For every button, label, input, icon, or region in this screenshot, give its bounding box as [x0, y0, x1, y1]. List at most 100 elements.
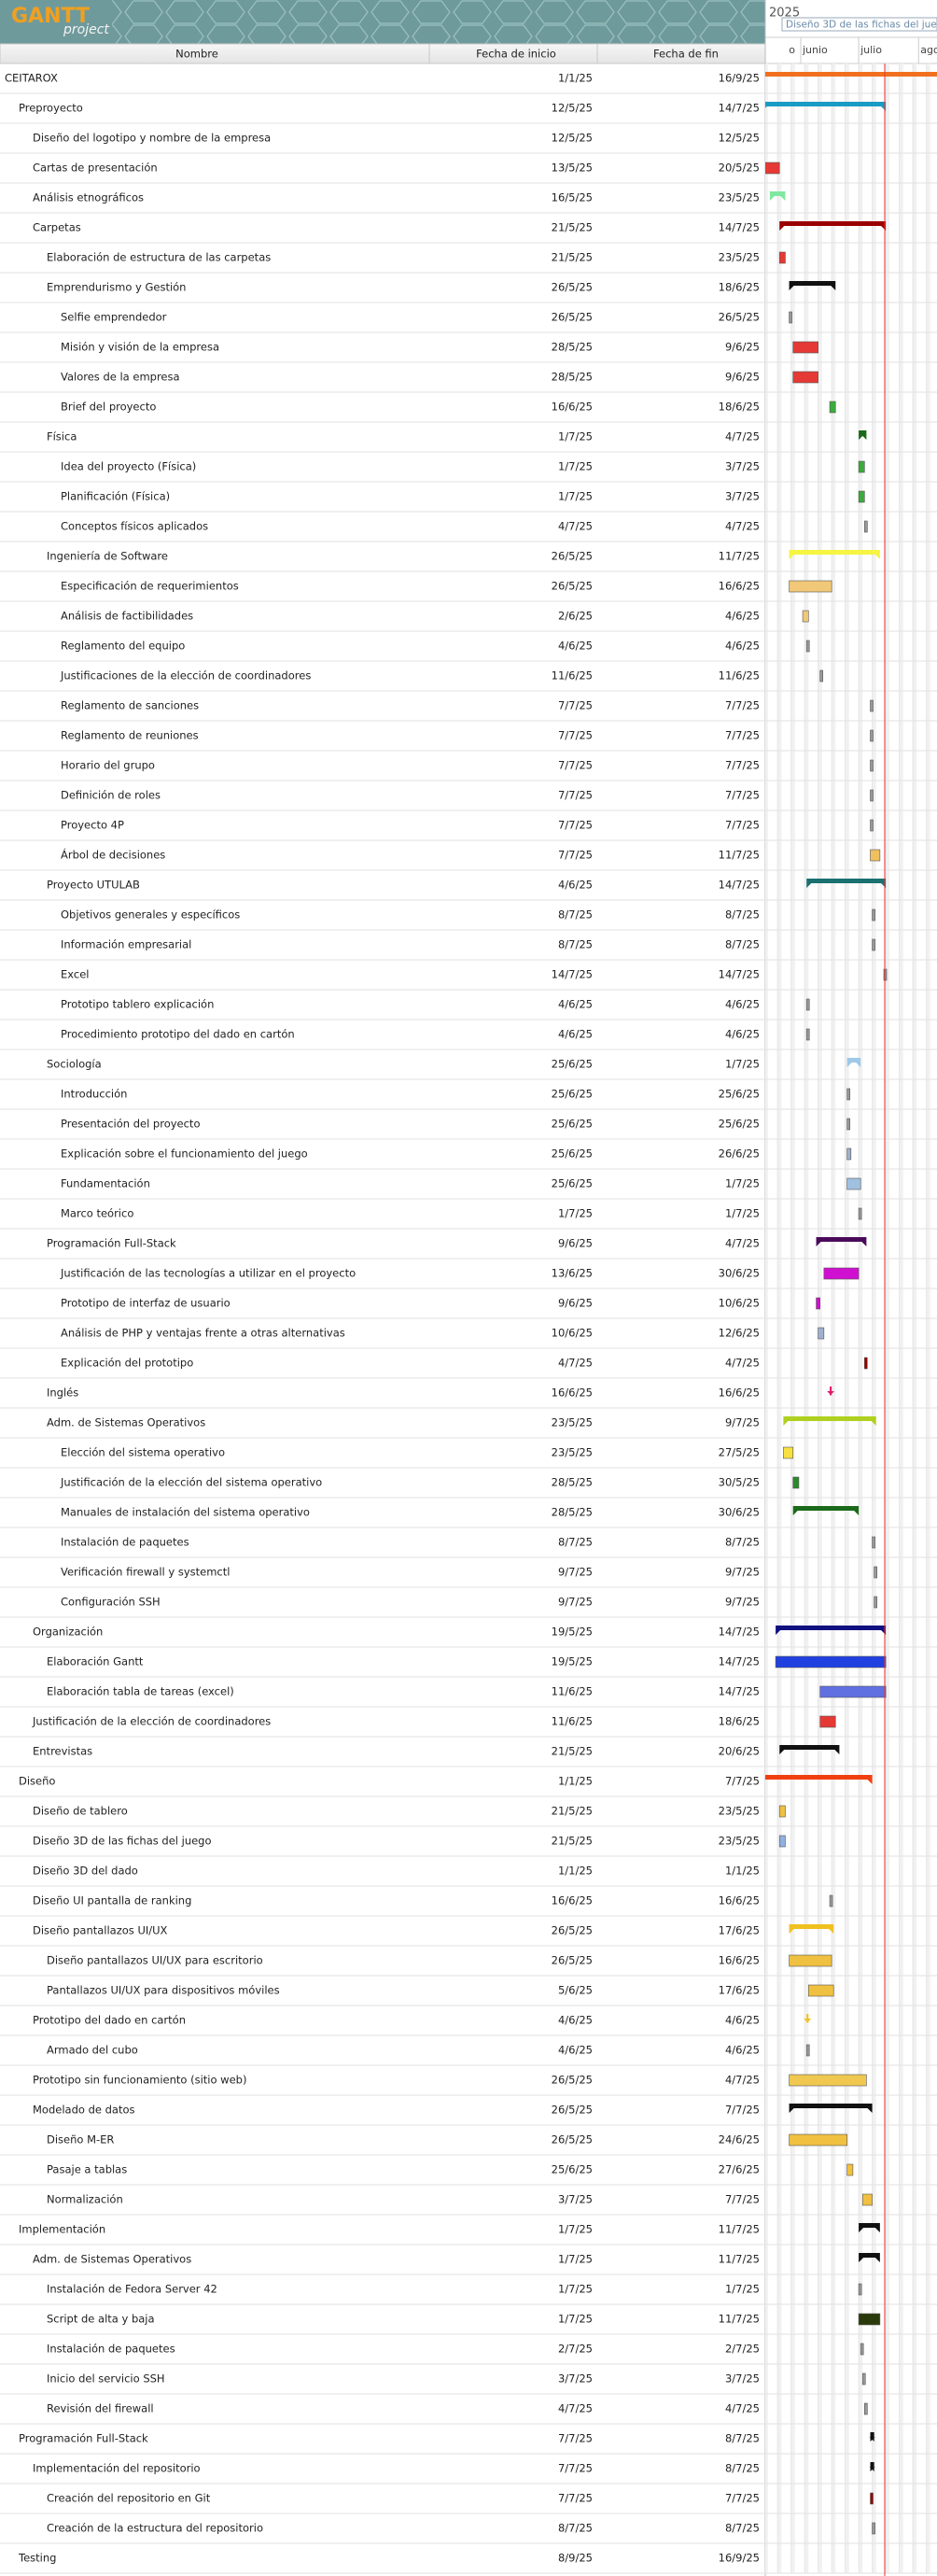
- task-name[interactable]: Sociología: [47, 1058, 102, 1071]
- task-name[interactable]: Instalación de paquetes: [47, 2343, 175, 2356]
- task-name[interactable]: Diseño 3D de las fichas del juego: [33, 1835, 212, 1848]
- task-name[interactable]: Programación Full-Stack: [47, 1237, 176, 1250]
- task-name[interactable]: CEITAROX: [5, 72, 58, 85]
- task-start: 1/1/25: [558, 1775, 593, 1788]
- task-name[interactable]: Explicación del prototipo: [61, 1357, 193, 1370]
- task-name[interactable]: Justificación de la elección del sistema…: [60, 1476, 322, 1489]
- column-end[interactable]: Fecha de fin: [653, 48, 719, 61]
- task-name[interactable]: Justificación de la elección de coordina…: [32, 1715, 271, 1728]
- task-end: 4/7/25: [725, 520, 760, 533]
- task-name[interactable]: Prototipo de interfaz de usuario: [61, 1297, 231, 1310]
- task-name[interactable]: Diseño 3D del dado: [33, 1865, 138, 1878]
- summary-bar: [765, 1775, 873, 1784]
- task-name[interactable]: Valores de la empresa: [61, 371, 180, 384]
- task-name[interactable]: Emprendurismo y Gestión: [47, 281, 186, 294]
- task-name[interactable]: Especificación de requerimientos: [61, 580, 239, 593]
- task-name[interactable]: Pantallazos UI/UX para dispositivos móvi…: [47, 1984, 280, 1997]
- task-name[interactable]: Árbol de decisiones: [61, 848, 165, 862]
- task-name[interactable]: Fundamentación: [61, 1177, 150, 1190]
- task-name[interactable]: Análisis de factibilidades: [61, 610, 193, 623]
- task-name[interactable]: Diseño de tablero: [33, 1805, 128, 1818]
- task-name[interactable]: Diseño del logotipo y nombre de la empre…: [33, 132, 271, 145]
- task-start: 23/5/25: [552, 1446, 593, 1459]
- task-name[interactable]: Proyecto 4P: [61, 819, 124, 832]
- task-name[interactable]: Implementación: [19, 2223, 105, 2236]
- task-name[interactable]: Información empresarial: [61, 938, 191, 951]
- task-name[interactable]: Excel: [61, 968, 89, 981]
- logo-subtitle: project: [63, 22, 109, 37]
- task-name[interactable]: Proyecto UTULAB: [47, 879, 140, 892]
- task-name[interactable]: Brief del proyecto: [61, 401, 156, 414]
- task-name[interactable]: Análisis etnográficos: [33, 191, 144, 204]
- task-name[interactable]: Prototipo sin funcionamiento (sitio web): [33, 2074, 246, 2087]
- task-name[interactable]: Introducción: [61, 1088, 127, 1101]
- column-name[interactable]: Nombre: [175, 48, 218, 61]
- task-name[interactable]: Selfie emprendedor: [61, 311, 167, 324]
- task-name[interactable]: Creación del repositorio en Git: [47, 2492, 211, 2505]
- task-name[interactable]: Ingeniería de Software: [47, 550, 168, 563]
- task-name[interactable]: Inglés: [47, 1387, 78, 1400]
- task-name[interactable]: Organización: [33, 1626, 103, 1639]
- task-name[interactable]: Prototipo del dado en cartón: [33, 2014, 186, 2027]
- task-name[interactable]: Programación Full-Stack: [19, 2432, 148, 2445]
- task-name[interactable]: Presentación del proyecto: [61, 1118, 200, 1131]
- task-name[interactable]: Marco teórico: [61, 1207, 133, 1220]
- task-name[interactable]: Reglamento de reuniones: [61, 729, 199, 742]
- task-name[interactable]: Manuales de instalación del sistema oper…: [61, 1506, 310, 1519]
- task-name[interactable]: Reglamento de sanciones: [61, 699, 199, 712]
- task-name[interactable]: Adm. de Sistemas Operativos: [33, 2253, 191, 2266]
- task-name[interactable]: Adm. de Sistemas Operativos: [47, 1416, 205, 1429]
- task-end: 27/6/25: [719, 2163, 760, 2176]
- task-name[interactable]: Creación de la estructura del repositori…: [47, 2522, 263, 2535]
- task-name[interactable]: Preproyecto: [19, 102, 83, 115]
- task-name[interactable]: Justificaciones de la elección de coordi…: [60, 669, 311, 683]
- task-name[interactable]: Elaboración de estructura de las carpeta…: [47, 251, 271, 264]
- summary-bar: [765, 72, 937, 77]
- task-name[interactable]: Definición de roles: [61, 789, 161, 802]
- task-name[interactable]: Conceptos físicos aplicados: [61, 520, 208, 533]
- task-name[interactable]: Entrevistas: [33, 1745, 92, 1758]
- task-end: 26/5/25: [719, 311, 760, 324]
- task-name[interactable]: Normalización: [47, 2193, 123, 2206]
- task-name[interactable]: Justificación de las tecnologías a utili…: [60, 1267, 356, 1280]
- task-name[interactable]: Horario del grupo: [61, 759, 155, 772]
- task-name[interactable]: Procedimiento prototipo del dado en cart…: [61, 1028, 295, 1041]
- task-end: 12/5/25: [719, 132, 760, 145]
- task-name[interactable]: Armado del cubo: [47, 2044, 138, 2057]
- task-name[interactable]: Instalación de paquetes: [61, 1536, 189, 1549]
- task-start: 1/7/25: [558, 2223, 593, 2236]
- column-start[interactable]: Fecha de inicio: [476, 48, 556, 61]
- task-name[interactable]: Revisión del firewall: [47, 2402, 154, 2415]
- task-name[interactable]: Diseño pantallazos UI/UX: [33, 1924, 168, 1937]
- task-name[interactable]: Instalación de Fedora Server 42: [47, 2283, 217, 2296]
- task-name[interactable]: Elaboración Gantt: [47, 1655, 144, 1668]
- task-name[interactable]: Pasaje a tablas: [47, 2163, 127, 2176]
- task-name[interactable]: Planificación (Física): [61, 490, 170, 503]
- task-name[interactable]: Configuración SSH: [61, 1596, 161, 1609]
- task-name[interactable]: Misión y visión de la empresa: [61, 341, 219, 354]
- task-name[interactable]: Diseño UI pantalla de ranking: [33, 1894, 191, 1907]
- task-name[interactable]: Testing: [18, 2552, 56, 2565]
- task-name[interactable]: Objetivos generales y específicos: [61, 908, 240, 922]
- task-name[interactable]: Elaboración tabla de tareas (excel): [47, 1685, 234, 1698]
- summary-bar: [859, 2223, 880, 2232]
- task-name[interactable]: Idea del proyecto (Física): [61, 460, 196, 473]
- task-name[interactable]: Modelado de datos: [33, 2104, 134, 2117]
- task-name[interactable]: Prototipo tablero explicación: [61, 998, 214, 1011]
- task-name[interactable]: Reglamento del equipo: [61, 640, 185, 653]
- task-name[interactable]: Física: [47, 430, 77, 443]
- task-name[interactable]: Elección del sistema operativo: [61, 1446, 225, 1459]
- task-name[interactable]: Diseño M-ER: [47, 2133, 114, 2147]
- task-start: 12/5/25: [552, 132, 593, 145]
- task-name[interactable]: Análisis de PHP y ventajas frente a otra…: [61, 1327, 345, 1340]
- task-name[interactable]: Implementación del repositorio: [33, 2462, 201, 2475]
- task-name[interactable]: Carpetas: [33, 221, 81, 234]
- task-end: 9/7/25: [725, 1566, 760, 1579]
- task-name[interactable]: Diseño pantallazos UI/UX para escritorio: [47, 1954, 263, 1967]
- task-name[interactable]: Inicio del servicio SSH: [47, 2372, 165, 2386]
- task-name[interactable]: Explicación sobre el funcionamiento del …: [61, 1147, 308, 1161]
- task-name[interactable]: Diseño: [19, 1775, 55, 1788]
- task-name[interactable]: Script de alta y baja: [47, 2313, 155, 2326]
- task-name[interactable]: Verificación firewall y systemctl: [61, 1566, 230, 1579]
- task-name[interactable]: Cartas de presentación: [33, 162, 158, 175]
